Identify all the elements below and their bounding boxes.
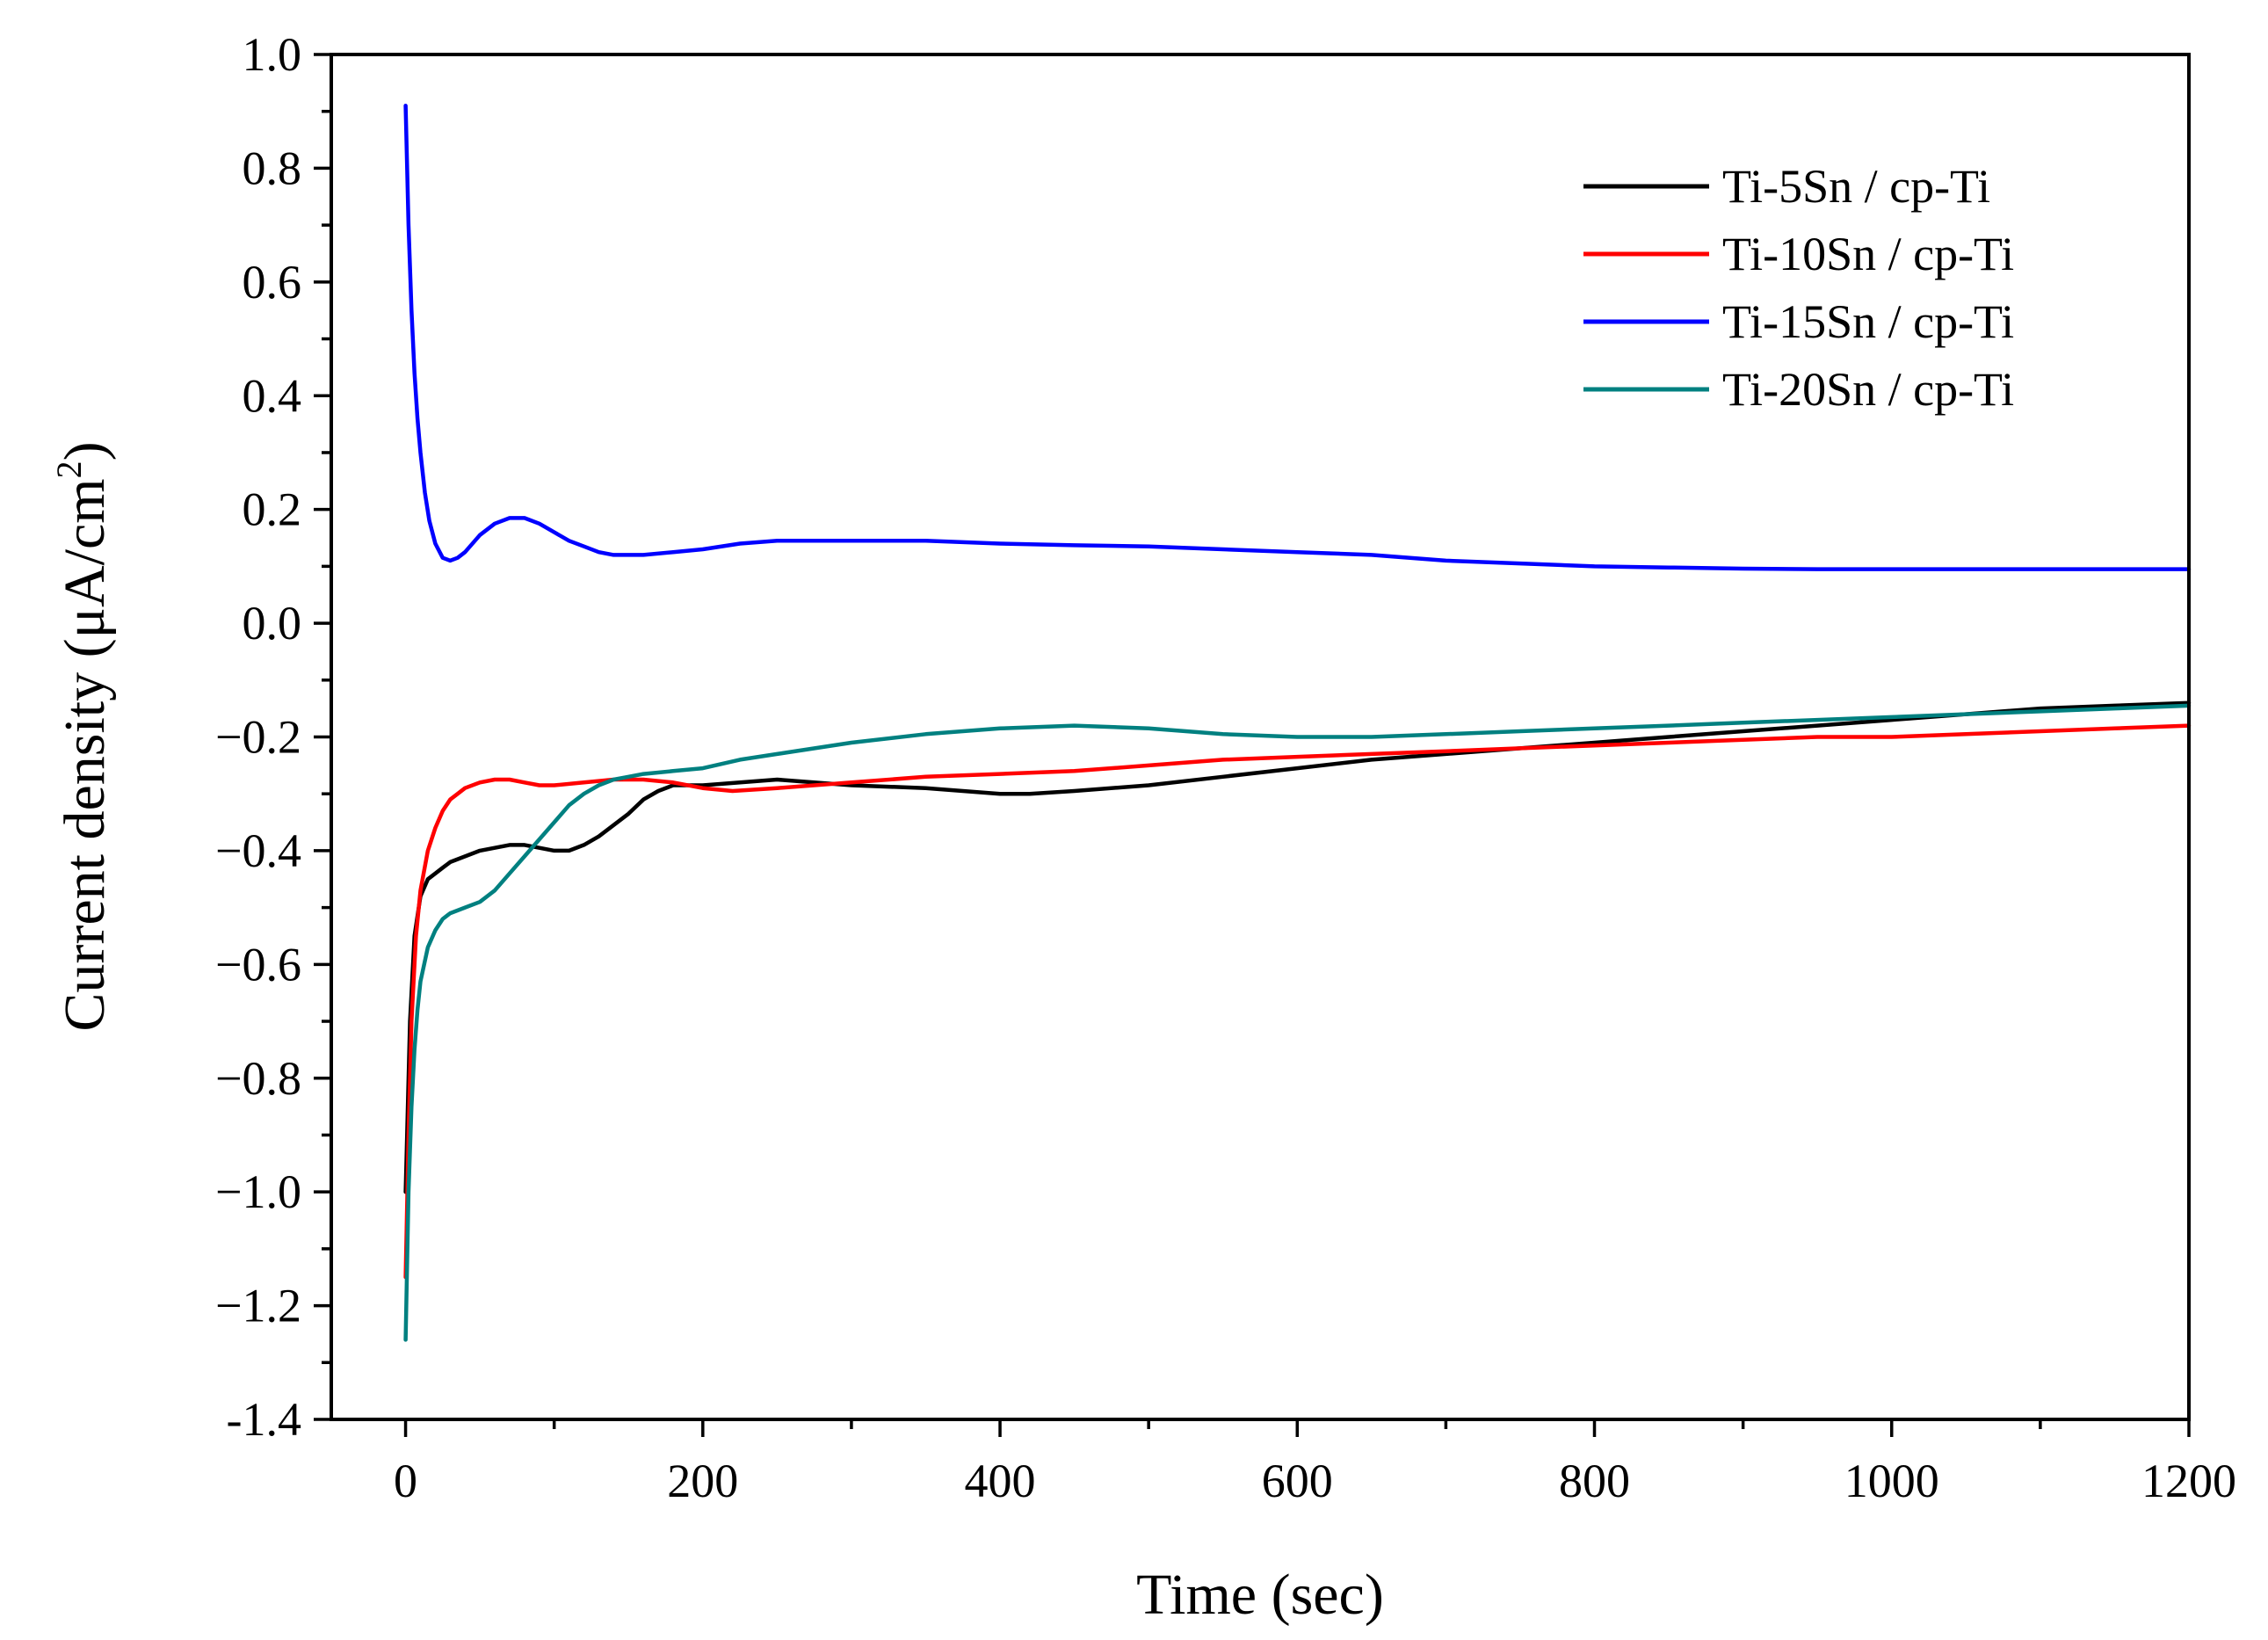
- y-tick-label: 0.8: [243, 142, 302, 194]
- y-axis-title-group: Current density (μA/cm2): [49, 441, 117, 1031]
- y-tick-label: 0.4: [243, 369, 302, 422]
- y-tick-label: −0.6: [215, 938, 301, 991]
- series-line-ti-5sn-cp-ti: [403, 700, 2192, 1194]
- legend: Ti-5Sn / cp-Ti Ti-10Sn / cp-Ti Ti-15Sn /…: [1583, 160, 2014, 416]
- y-axis-title-superscript: 2: [49, 461, 89, 478]
- y-tick-label: 0.2: [243, 483, 302, 536]
- y-tick-label: −0.2: [215, 711, 301, 764]
- series-line-ti-10sn-cp-ti: [403, 723, 2192, 1280]
- y-tick-label: -1.4: [227, 1393, 301, 1446]
- series-line-ti-20sn-cp-ti: [403, 703, 2192, 1342]
- y-tick-label: 1.0: [243, 28, 302, 81]
- y-tick-label: −0.4: [215, 824, 301, 877]
- x-tick-label: 400: [965, 1455, 1036, 1507]
- y-axis-title-main: Current density (μA/cm: [53, 478, 117, 1031]
- y-axis-title-close: ): [53, 441, 117, 461]
- x-tick-label: 800: [1559, 1455, 1630, 1507]
- y-axis-title: Current density (μA/cm2): [49, 441, 117, 1031]
- x-tick-label: 1200: [2141, 1455, 2236, 1507]
- x-tick-labels: 0 200 400 600 800 1000 1200: [394, 1455, 2236, 1507]
- y-tick-label: 0.6: [243, 256, 302, 308]
- legend-label-ti-5sn: Ti-5Sn / cp-Ti: [1722, 160, 1990, 213]
- y-tick-label: −1.2: [215, 1280, 301, 1332]
- y-tick-labels: 1.0 0.8 0.6 0.4 0.2 0.0 −0.2 −0.4 −0.6 −0.8 −1.0 −1…: [215, 28, 301, 1446]
- y-tick-label: −0.8: [215, 1052, 301, 1105]
- plot-frame: [330, 53, 2191, 1421]
- legend-label-ti-10sn: Ti-10Sn / cp-Ti: [1722, 228, 2014, 280]
- y-tick-label: 0.0: [243, 597, 302, 649]
- x-tick-label: 200: [667, 1455, 738, 1507]
- x-axis-title: Time (sec): [1136, 1563, 1384, 1627]
- series-line-ti-15sn-cp-ti: [403, 103, 2192, 571]
- y-tick-label: −1.0: [215, 1165, 301, 1218]
- series-layer: [403, 103, 2192, 1342]
- x-tick-label: 0: [394, 1455, 417, 1507]
- legend-label-ti-20sn: Ti-20Sn / cp-Ti: [1722, 363, 2014, 416]
- legend-label-ti-15sn: Ti-15Sn / cp-Ti: [1722, 295, 2014, 348]
- x-tick-label: 600: [1262, 1455, 1333, 1507]
- x-tick-label: 1000: [1844, 1455, 1939, 1507]
